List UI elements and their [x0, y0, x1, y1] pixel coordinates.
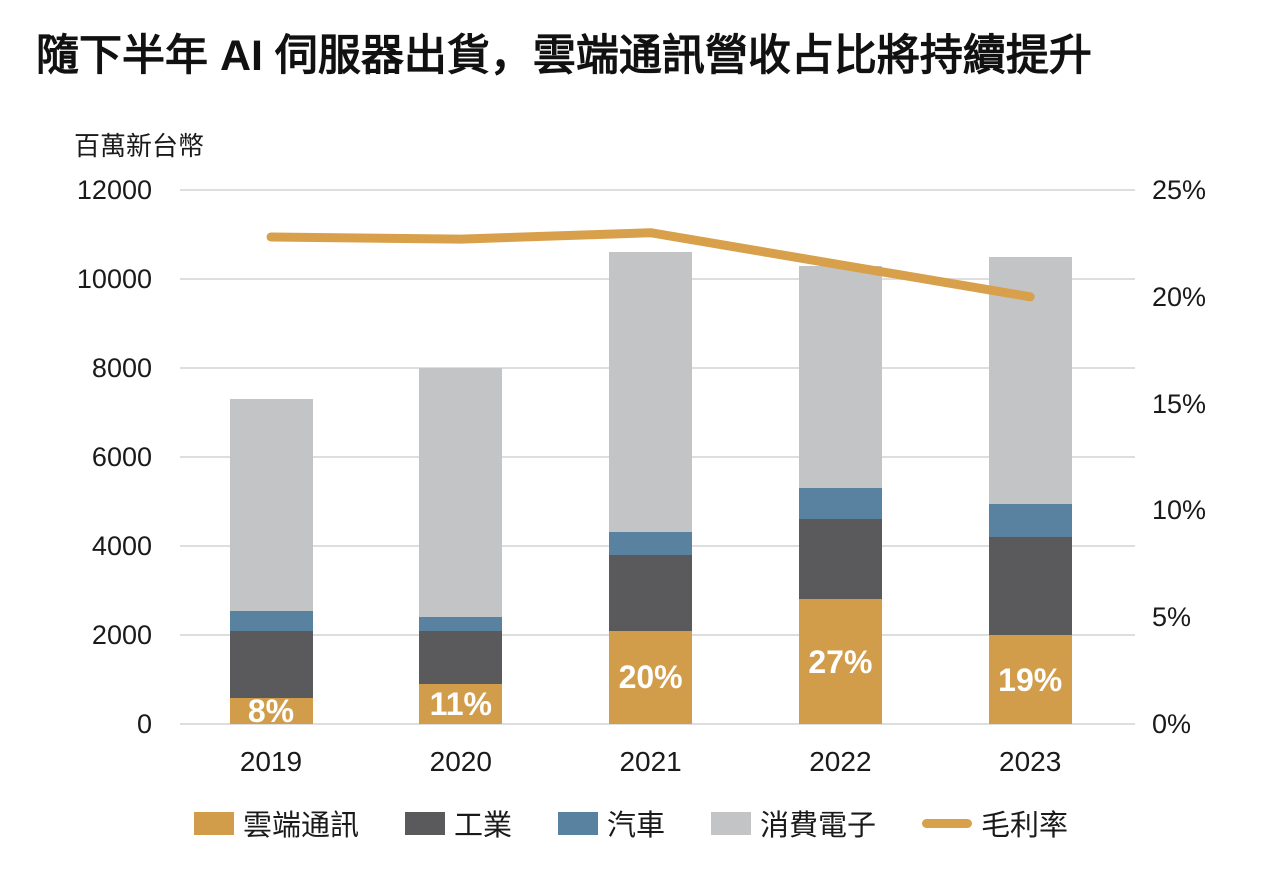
x-axis-label: 2020 [429, 746, 492, 777]
left-axis-tick: 12000 [76, 175, 152, 205]
bar-segment-工業 [988, 537, 1072, 635]
left-axis-tick: 6000 [91, 442, 152, 472]
legend-label: 工業 [453, 810, 512, 842]
bar-segment-汽車 [229, 610, 313, 631]
bar-percent-label: 8% [247, 692, 295, 729]
left-axis-tick: 8000 [91, 353, 152, 383]
bar-segment-雲端通訊 [229, 697, 313, 724]
right-axis-tick: 5% [1152, 602, 1192, 633]
bar-segment-消費電子 [798, 265, 882, 489]
left-axis-tick: 10000 [76, 264, 152, 294]
right-axis-tick: 10% [1152, 495, 1207, 526]
bar-segment-工業 [229, 630, 313, 698]
bar-percent-label: 20% [618, 659, 683, 696]
legend-label: 汽車 [606, 810, 665, 842]
bar-segment-汽車 [419, 617, 503, 631]
legend-swatch [711, 811, 751, 835]
legend-label: 雲端通訊 [242, 810, 359, 842]
legend-swatch [193, 811, 234, 835]
legend-item-工業: 工業 [404, 802, 512, 844]
legend-line-swatch [922, 818, 973, 828]
bar-segment-消費電子 [609, 252, 693, 532]
x-axis-label: 2021 [619, 746, 682, 777]
legend-swatch [557, 811, 598, 835]
legend-swatch [404, 811, 445, 835]
bar-segment-汽車 [609, 531, 693, 555]
x-axis-label: 2022 [809, 746, 872, 777]
bar-segment-雲端通訊 [988, 635, 1072, 724]
legend-label: 消費電子 [760, 810, 877, 842]
bar-segment-工業 [419, 630, 503, 684]
gridline [180, 189, 1135, 191]
bar-segment-雲端通訊 [798, 599, 882, 724]
legend: 雲端通訊 工業 汽車 消費電子 毛利率 [0, 802, 1262, 844]
legend-item-雲端通訊: 雲端通訊 [193, 802, 359, 844]
bar-segment-汽車 [798, 488, 882, 520]
bar-segment-消費電子 [229, 399, 313, 611]
legend-item-消費電子: 消費電子 [711, 802, 876, 844]
left-axis-tick: 2000 [91, 620, 152, 650]
x-axis-label: 2019 [239, 746, 303, 777]
left-axis-unit-label: 百萬新台幣 [74, 131, 205, 161]
bar-segment-雲端通訊 [609, 630, 693, 724]
right-axis-tick: 15% [1152, 388, 1207, 419]
bar-percent-label: 19% [998, 661, 1063, 698]
bar-segment-工業 [609, 554, 693, 631]
right-axis-tick: 20% [1152, 281, 1207, 312]
x-axis-label: 2023 [999, 746, 1062, 777]
chart-title: 隨下半年 AI 伺服器出貨，雲端通訊營收占比將持續提升 [36, 32, 1092, 80]
bar-percent-label: 11% [429, 685, 492, 722]
left-axis-tick: 4000 [91, 531, 152, 561]
bar-segment-汽車 [988, 503, 1072, 538]
legend-label: 毛利率 [981, 810, 1069, 842]
bar-segment-消費電子 [419, 368, 503, 618]
left-axis-tick: 0 [136, 709, 152, 739]
right-axis-tick: 0% [1152, 709, 1192, 739]
bar-segment-工業 [798, 519, 882, 600]
bar-segment-雲端通訊 [419, 683, 503, 724]
legend-item-毛利率: 毛利率 [922, 802, 1068, 844]
legend-item-汽車: 汽車 [557, 802, 665, 844]
bar-segment-消費電子 [988, 256, 1072, 504]
gridline [180, 723, 1135, 725]
bar-percent-label: 27% [808, 643, 873, 680]
right-axis-tick: 25% [1152, 175, 1207, 205]
